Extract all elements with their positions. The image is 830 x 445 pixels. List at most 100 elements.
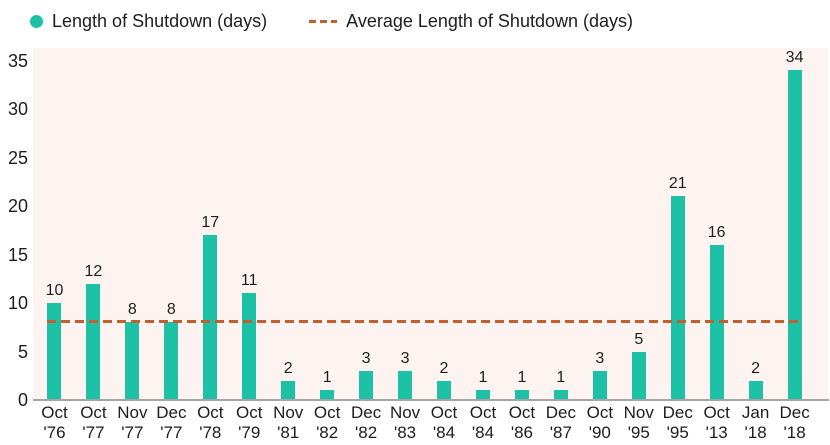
legend-item-average: Average Length of Shutdown (days) [309,11,633,32]
x-tick-label: Oct '76 [35,403,74,443]
x-axis-line [33,399,829,401]
y-tick-label: 30 [7,99,28,120]
bar-column: 12 [74,48,113,400]
x-tick-month: Dec [156,403,187,422]
bar-column: 17 [191,48,230,400]
y-tick-label: 35 [7,50,28,71]
x-tick-label: Dec '87 [541,403,580,443]
bar-column: 1 [308,48,347,400]
x-tick-month: Oct [236,403,263,422]
y-axis: 0 5 10 15 20 25 30 35 [0,48,28,409]
bar [86,283,101,400]
x-tick-month: Dec [662,403,693,422]
x-tick-label: Oct '77 [74,403,113,443]
x-tick-month: Dec [545,403,576,422]
bar-value-label: 21 [668,175,687,193]
x-tick-label: Dec '95 [658,403,697,443]
bar-column: 10 [35,48,74,400]
bar-column: 11 [230,48,269,400]
x-tick-month: Oct [197,403,224,422]
bar-value-label: 1 [478,369,488,387]
legend: Length of Shutdown (days) Average Length… [30,7,633,35]
bar-value-label: 8 [127,301,137,319]
x-tick-year: '84 [471,423,495,442]
x-tick-label: Dec '77 [152,403,191,443]
x-tick-month: Nov [623,403,654,422]
bar-column: 3 [386,48,425,400]
bar-value-label: 17 [201,214,220,232]
x-tick-year: '95 [627,423,650,442]
y-tick-label: 10 [7,293,28,314]
y-tick-label: 15 [7,244,28,265]
x-tick-label: Oct '82 [308,403,347,443]
bar-value-label: 1 [322,369,332,387]
bars-area: 10 12 8 8 17 11 2 1 3 3 2 1 1 1 3 5 21 16 2 34 [35,48,814,400]
y-tick-label: 5 [17,341,28,362]
x-tick-label: Oct '86 [502,403,541,443]
bar [320,390,335,400]
bar-value-label: 5 [634,330,644,348]
y-tick-label: 0 [17,390,28,410]
x-tick-month: Dec [779,403,810,422]
x-tick-label: Oct '13 [697,403,736,443]
bar-value-label: 2 [283,359,293,377]
x-tick-year: '13 [705,423,728,442]
x-tick-label: Oct '90 [580,403,619,443]
bar-column: 21 [658,48,697,400]
x-tick-year: '90 [588,423,611,442]
x-tick-year: '77 [82,423,105,442]
bar-column: 2 [269,48,308,400]
bar [631,351,646,400]
bar-column: 8 [113,48,152,400]
bar-column: 8 [152,48,191,400]
x-tick-label: Jan '18 [736,403,775,443]
plot-area: 10 12 8 8 17 11 2 1 3 3 2 1 1 1 3 5 21 16 2 34 [33,48,828,400]
bar [203,235,218,400]
x-tick-label: Nov '77 [113,403,152,443]
bar-value-label: 1 [517,369,527,387]
x-tick-year: '87 [549,423,572,442]
x-tick-label: Dec '82 [347,403,386,443]
legend-bars-label: Length of Shutdown (days) [52,10,268,31]
bar-column: 5 [619,48,658,400]
bar [553,390,568,400]
bar-value-label: 1 [556,369,566,387]
bar-value-label: 16 [707,223,726,241]
x-tick-year: '77 [160,423,183,442]
bar [437,380,451,400]
x-tick-year: '18 [744,423,767,442]
x-tick-label: Oct '84 [425,403,464,443]
x-tick-month: Oct [430,403,458,422]
bar [514,390,529,400]
legend-dash-icon [309,19,338,23]
x-tick-label: Oct '78 [191,403,230,443]
bar [787,70,802,400]
x-tick-year: '81 [277,423,300,442]
bar [592,370,607,400]
x-tick-month: Nov [117,403,148,422]
average-line [47,319,802,323]
legend-item-bars: Length of Shutdown (days) [30,11,267,32]
bar-value-label: 3 [361,349,371,367]
x-tick-label: Nov '95 [619,403,658,443]
bar-column: 3 [347,48,386,400]
bar-value-label: 8 [166,301,176,319]
bar [670,196,685,400]
x-tick-label: Dec '18 [775,403,814,443]
bar-value-label: 2 [439,359,449,377]
y-tick-label: 20 [7,196,28,217]
x-tick-year: '82 [355,423,378,442]
x-tick-year: '76 [43,423,66,442]
x-tick-month: Nov [389,403,421,422]
bar [281,380,296,400]
x-tick-month: Nov [273,403,304,422]
bar-value-label: 11 [240,272,258,290]
bar-column: 3 [580,48,619,400]
bar [242,293,257,400]
bar [125,322,140,400]
x-tick-month: Dec [350,403,382,422]
x-tick-year: '86 [510,423,533,442]
bar-column: 1 [502,48,541,400]
bar [359,370,374,400]
x-tick-year: '77 [121,423,144,442]
